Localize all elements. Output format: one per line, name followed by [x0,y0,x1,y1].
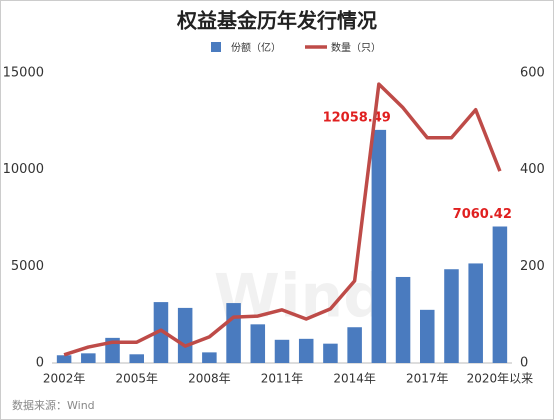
x-tick-label: 2017年 [406,372,449,386]
bar [250,324,266,363]
x-tick-label: 2002年 [43,372,86,386]
watermark: Wind [214,262,386,332]
value-label: 7060.42 [453,207,512,222]
y-tick-label: 0 [36,356,44,371]
value-label: 12058.49 [323,110,391,125]
x-tick-label: 2005年 [115,372,158,386]
y2-tick-label: 600 [520,66,545,81]
y-tick-label: 15000 [3,66,44,81]
bar [444,269,459,363]
y2-tick-label: 0 [520,356,528,371]
y2-tick-label: 400 [520,162,545,177]
chart-title: 权益基金历年发行情况 [176,9,377,33]
line [63,82,502,357]
x-tick-label: 2011年 [261,372,304,386]
bar [298,338,314,363]
bar [81,353,96,363]
bar [177,307,193,363]
legend-swatch [211,42,221,52]
bar [395,276,411,363]
bar [492,226,508,363]
bar [153,302,169,363]
bar [226,303,241,363]
bar [274,339,290,363]
bar [371,129,387,363]
bar [202,352,217,363]
bar [323,343,338,363]
x-tick-label: 2020年以来 [467,372,534,386]
legend-label: 数量（只） [331,41,381,54]
bar [420,309,435,363]
x-tick-label: 2014年 [333,372,376,386]
bar [468,263,483,363]
bar [347,327,362,363]
x-tick-label: 2008年 [188,372,231,386]
legend-label: 份额（亿） [231,41,281,54]
source: 数据来源：Wind [12,398,95,412]
y2-tick-label: 200 [520,259,545,274]
y-tick-label: 10000 [3,162,44,177]
bar [129,354,144,363]
y-tick-label: 5000 [11,259,44,274]
bar [56,355,72,363]
